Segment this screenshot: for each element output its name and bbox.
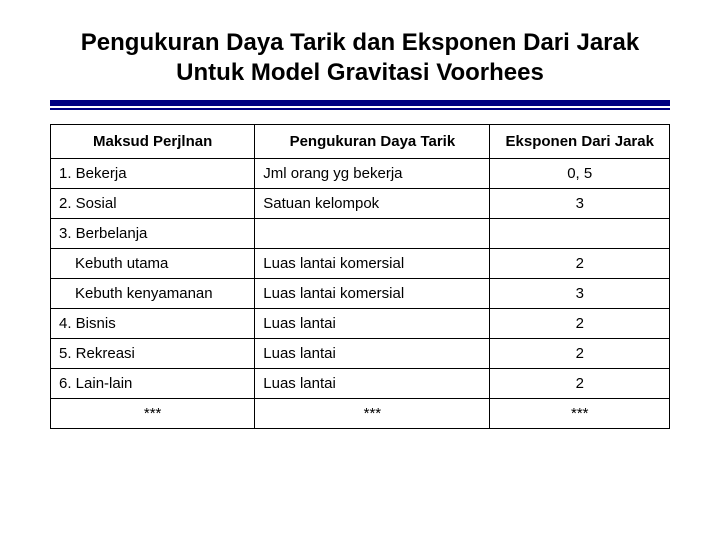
slide-container: Pengukuran Daya Tarik dan Eksponen Dari …	[0, 0, 720, 540]
table-header-row: Maksud Perjlnan Pengukuran Daya Tarik Ek…	[51, 125, 670, 159]
title-divider	[50, 100, 670, 106]
cell-maksud: Kebuth utama	[51, 249, 255, 279]
table-row: 4. BisnisLuas lantai2	[51, 309, 670, 339]
header-eksponen: Eksponen Dari Jarak	[490, 125, 670, 159]
cell-maksud: 2. Sosial	[51, 189, 255, 219]
cell-pengukuran: Jml orang yg bekerja	[255, 159, 490, 189]
cell-pengukuran: Luas lantai komersial	[255, 279, 490, 309]
cell-eksponen: 3	[490, 279, 670, 309]
header-maksud: Maksud Perjlnan	[51, 125, 255, 159]
table-row: Kebuth utamaLuas lantai komersial2	[51, 249, 670, 279]
cell-pengukuran: Luas lantai	[255, 369, 490, 399]
cell-pengukuran: Luas lantai	[255, 339, 490, 369]
cell-eksponen: ***	[490, 399, 670, 429]
cell-eksponen	[490, 219, 670, 249]
table-body: 1. BekerjaJml orang yg bekerja0, 52. Sos…	[51, 159, 670, 429]
table-row: 5. RekreasiLuas lantai2	[51, 339, 670, 369]
cell-eksponen: 2	[490, 249, 670, 279]
table-row: 6. Lain-lainLuas lantai2	[51, 369, 670, 399]
table-row: 3. Berbelanja	[51, 219, 670, 249]
header-pengukuran: Pengukuran Daya Tarik	[255, 125, 490, 159]
cell-maksud: 3. Berbelanja	[51, 219, 255, 249]
cell-pengukuran: Satuan kelompok	[255, 189, 490, 219]
divider-thick	[50, 100, 670, 106]
cell-eksponen: 0, 5	[490, 159, 670, 189]
table-row: *********	[51, 399, 670, 429]
cell-eksponen: 2	[490, 369, 670, 399]
cell-eksponen: 3	[490, 189, 670, 219]
cell-maksud: Kebuth kenyamanan	[51, 279, 255, 309]
cell-maksud: 4. Bisnis	[51, 309, 255, 339]
table-row: Kebuth kenyamananLuas lantai komersial3	[51, 279, 670, 309]
cell-pengukuran: Luas lantai komersial	[255, 249, 490, 279]
slide-title: Pengukuran Daya Tarik dan Eksponen Dari …	[50, 28, 670, 88]
cell-pengukuran: ***	[255, 399, 490, 429]
table-row: 1. BekerjaJml orang yg bekerja0, 5	[51, 159, 670, 189]
table-row: 2. SosialSatuan kelompok3	[51, 189, 670, 219]
cell-maksud: 1. Bekerja	[51, 159, 255, 189]
divider-thin	[50, 108, 670, 110]
cell-pengukuran: Luas lantai	[255, 309, 490, 339]
cell-eksponen: 2	[490, 339, 670, 369]
cell-eksponen: 2	[490, 309, 670, 339]
cell-maksud: 5. Rekreasi	[51, 339, 255, 369]
cell-pengukuran	[255, 219, 490, 249]
cell-maksud: ***	[51, 399, 255, 429]
cell-maksud: 6. Lain-lain	[51, 369, 255, 399]
data-table: Maksud Perjlnan Pengukuran Daya Tarik Ek…	[50, 124, 670, 429]
